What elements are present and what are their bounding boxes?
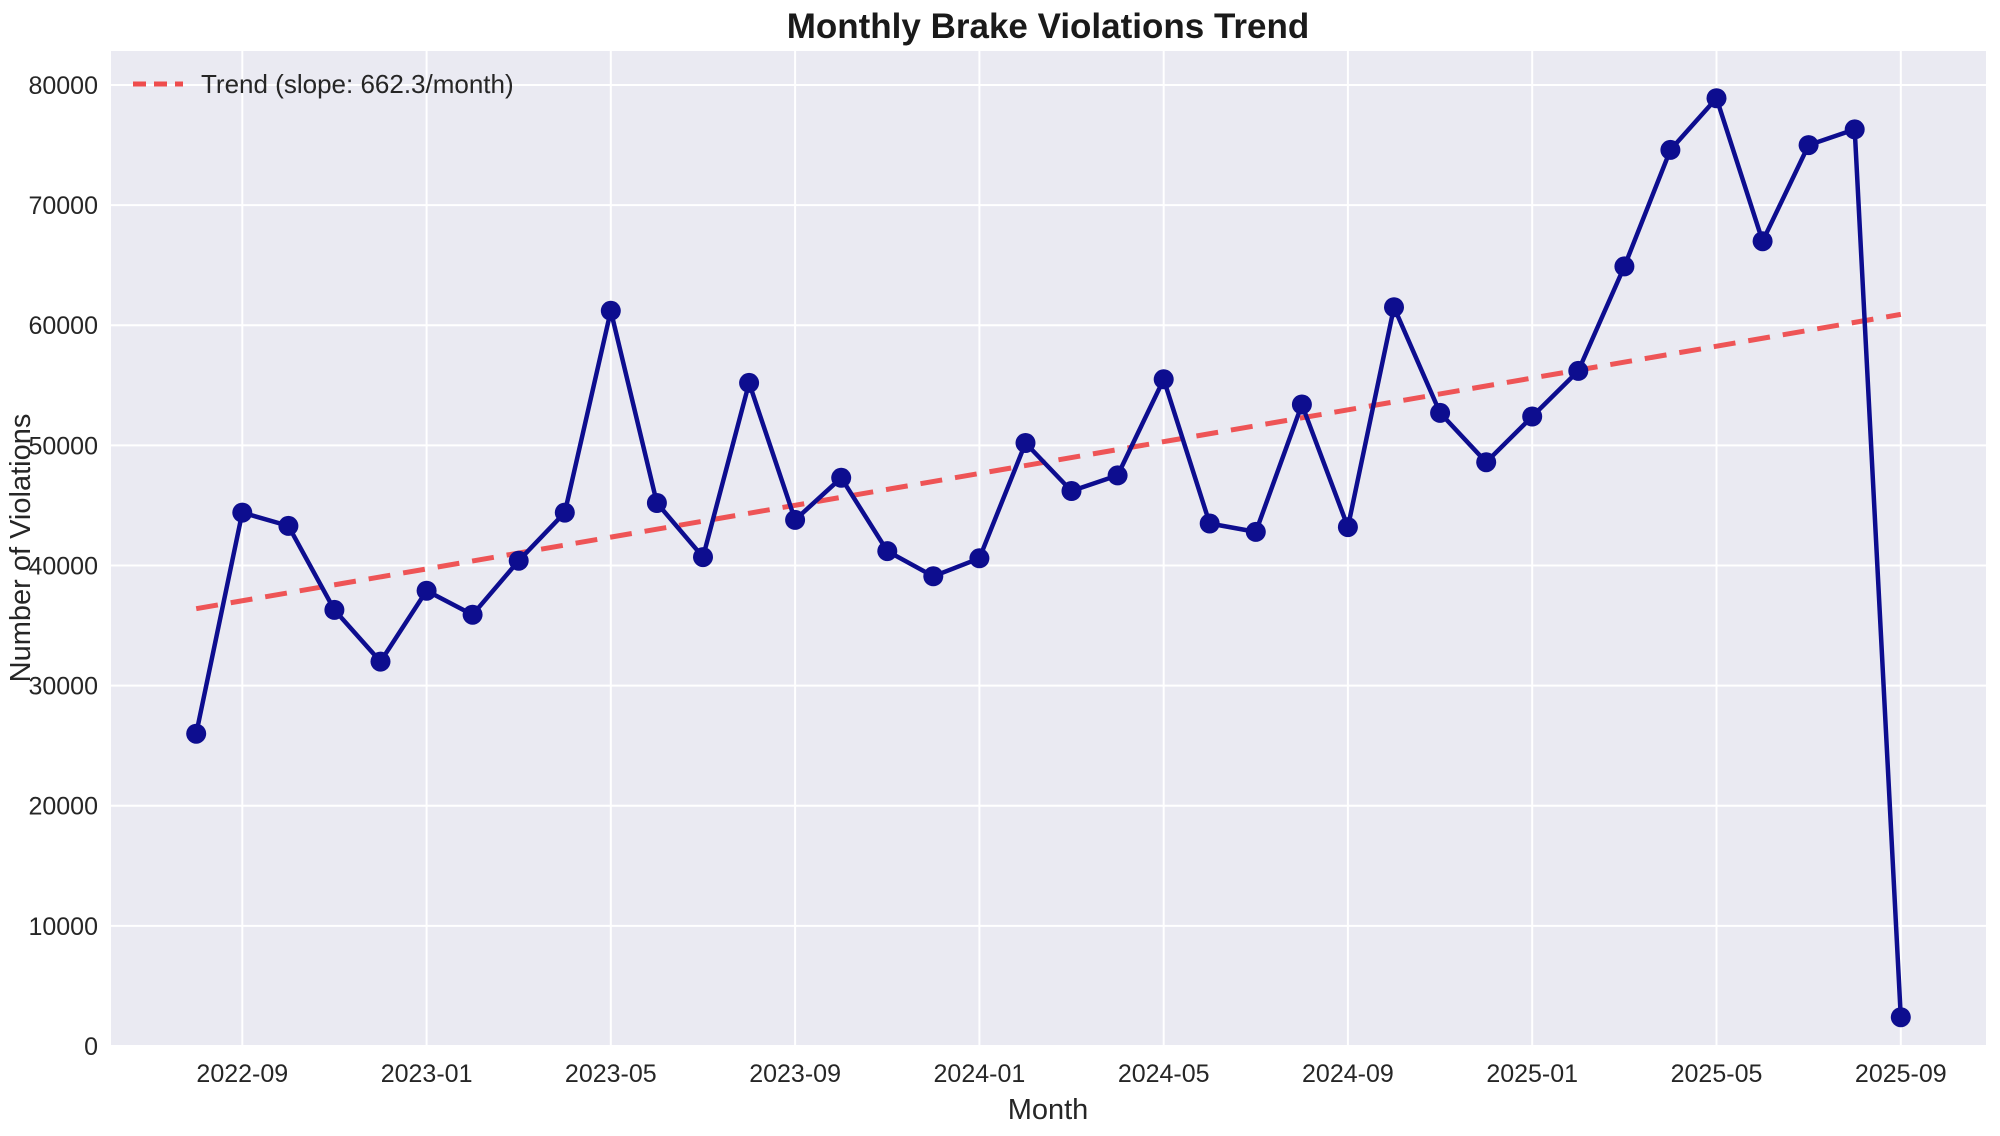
- x-tick-label: 2024-01: [934, 1060, 1026, 1088]
- x-axis-tick-labels: 2022-09 2023-01 2023-05 2023-09 2024-01 2024-…: [196, 1060, 1946, 1088]
- data-point: [739, 372, 760, 393]
- y-tick-label: 80000: [28, 72, 98, 100]
- data-point: [278, 515, 299, 536]
- data-point: [1153, 369, 1174, 390]
- x-tick-label: 2024-05: [1118, 1060, 1210, 1088]
- x-tick-label: 2022-09: [196, 1060, 288, 1088]
- data-point: [600, 300, 621, 321]
- data-point: [186, 723, 207, 744]
- data-point: [785, 509, 806, 530]
- x-axis-label: Month: [1008, 1094, 1089, 1126]
- data-point: [1430, 402, 1451, 423]
- y-tick-label: 0: [84, 1033, 98, 1061]
- y-tick-label: 40000: [28, 553, 98, 581]
- data-point: [1337, 517, 1358, 538]
- y-tick-label: 30000: [28, 673, 98, 701]
- data-point: [508, 550, 529, 571]
- data-point: [1844, 119, 1865, 140]
- data-point: [969, 548, 990, 569]
- data-series-group: [186, 88, 1911, 1028]
- x-tick-label: 2025-05: [1671, 1060, 1763, 1088]
- x-tick-label: 2024-09: [1302, 1060, 1394, 1088]
- data-point: [324, 599, 345, 620]
- data-point: [1199, 513, 1220, 534]
- trend-line: [195, 311, 1902, 612]
- data-point: [1522, 406, 1543, 427]
- data-series-line: [193, 95, 1904, 1020]
- data-point: [1752, 231, 1773, 252]
- data-point: [370, 651, 391, 672]
- data-point: [554, 502, 575, 523]
- data-point: [693, 547, 713, 568]
- data-point: [646, 493, 667, 513]
- data-point: [1660, 139, 1681, 160]
- trend-line-group: [195, 311, 1902, 612]
- y-tick-label: 70000: [28, 192, 98, 220]
- y-tick-label: 20000: [28, 793, 98, 821]
- x-tick-label: 2023-05: [565, 1060, 657, 1088]
- x-tick-label: 2023-01: [381, 1060, 473, 1088]
- data-point: [462, 604, 483, 625]
- data-point: [1015, 433, 1036, 453]
- y-tick-label: 50000: [28, 432, 98, 460]
- data-point: [1568, 360, 1589, 381]
- data-point: [877, 541, 898, 562]
- data-point: [1061, 481, 1082, 501]
- trend-legend-label: Trend (slope: 662.3/month): [201, 69, 514, 99]
- data-point: [1614, 256, 1635, 277]
- data-point: [1291, 394, 1312, 415]
- data-point: [923, 566, 944, 587]
- data-point: [232, 502, 253, 523]
- plot-area: [111, 51, 1986, 1046]
- data-point: [1798, 135, 1819, 156]
- y-tick-label: 60000: [28, 312, 98, 340]
- legend: Trend (slope: 662.3/month): [133, 69, 514, 99]
- data-point: [1107, 465, 1128, 486]
- x-tick-label: 2025-01: [1486, 1060, 1578, 1088]
- y-axis-tick-labels: 0 10000 20000 30000 40000 50000 60000 70000 8000…: [28, 72, 98, 1061]
- data-point: [1245, 521, 1266, 542]
- x-tick-label: 2025-09: [1855, 1060, 1947, 1088]
- x-tick-label: 2023-09: [749, 1060, 841, 1088]
- data-point: [1384, 297, 1404, 318]
- data-point: [416, 580, 437, 601]
- data-point: [1706, 88, 1727, 109]
- chart-title: Monthly Brake Violations Trend: [787, 7, 1310, 46]
- data-point: [1890, 1007, 1911, 1028]
- y-axis-label: Number of Violations: [5, 414, 37, 683]
- y-tick-label: 10000: [28, 913, 98, 941]
- data-point: [831, 467, 852, 488]
- data-point: [1476, 452, 1497, 473]
